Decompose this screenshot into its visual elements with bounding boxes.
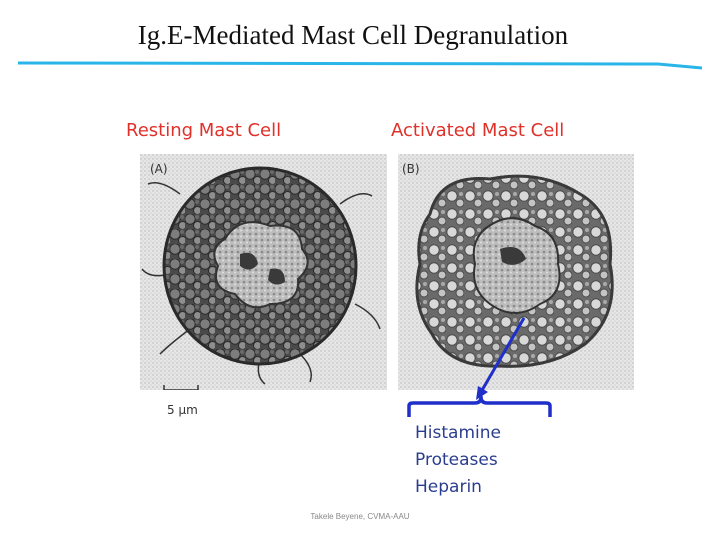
slide-title: Ig.E-Mediated Mast Cell Degranulation [137,20,569,50]
slide-footer: Takele Beyene, CVMA-AAU [310,512,410,521]
activated-mast-cell-label: Activated Mast Cell [391,120,565,141]
scale-bar-label: 5 μm [167,403,198,417]
product-heparin: Heparin [415,477,482,497]
product-proteases: Proteases [415,450,498,470]
resting-mast-cell-label: Resting Mast Cell [126,120,282,141]
title-underline [18,61,702,70]
panel-a-letter: (A) [150,162,168,176]
panel-b-letter: (B) [402,162,420,176]
panel-a-resting-micrograph: (A) [140,154,387,390]
micrograph-figure: (A) (B) [140,154,634,390]
released-products-list: Histamine Proteases Heparin [415,420,501,501]
panel-b-activated-micrograph: (B) [398,154,634,390]
product-histamine: Histamine [415,423,501,443]
products-brace [407,395,552,417]
